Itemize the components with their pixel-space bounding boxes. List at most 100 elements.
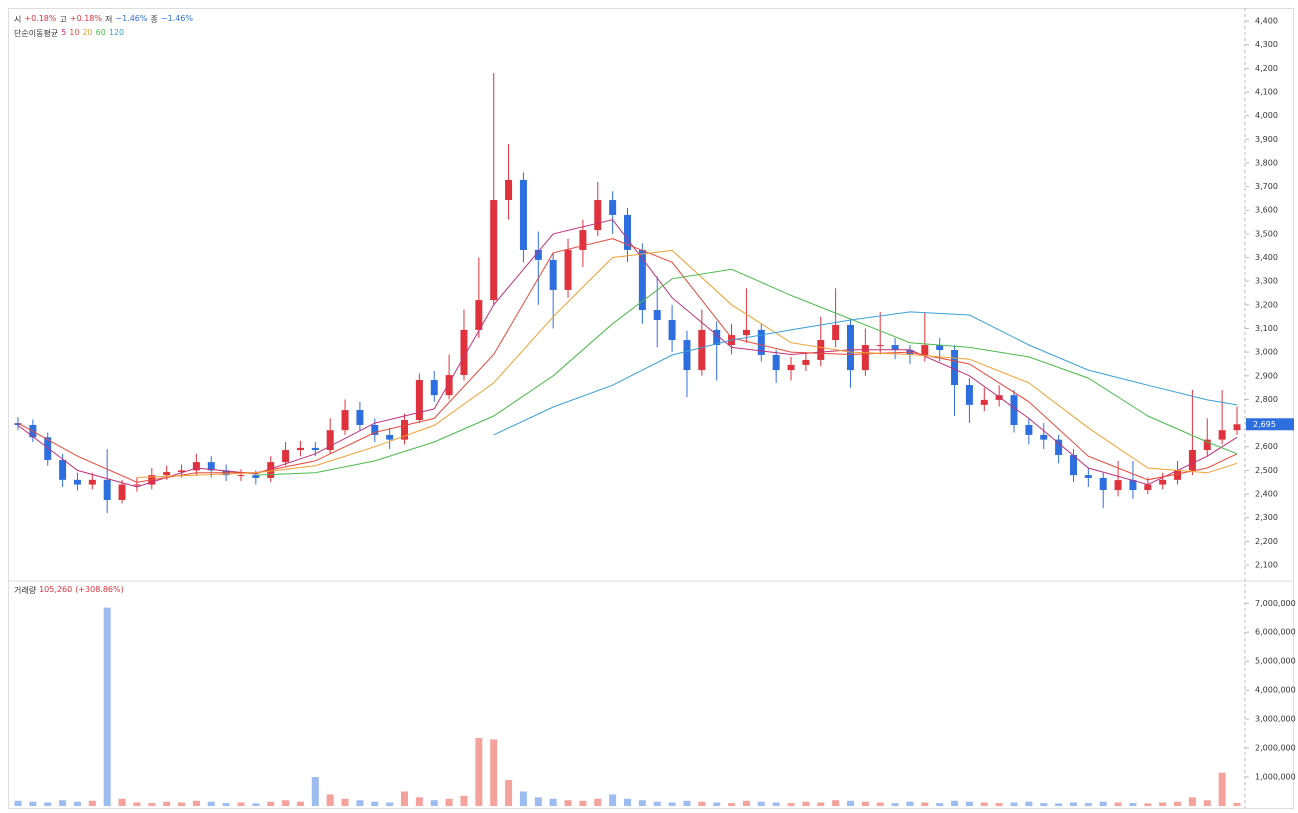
candle-body (386, 434, 394, 440)
volume-bar (1084, 803, 1092, 806)
volume-bar (415, 797, 423, 806)
candle-body (802, 359, 810, 365)
y-tick-label: 3,900 (1255, 135, 1278, 144)
volume-bar (624, 798, 631, 806)
candle-body (311, 447, 319, 451)
y-tick-label: 4,400 (1255, 17, 1278, 26)
candle-body (1055, 439, 1063, 456)
candle-body (846, 324, 854, 371)
ma-line (17, 219, 1238, 488)
candle-body (1069, 455, 1077, 476)
volume-bar (683, 800, 691, 806)
legend-entry: 10 (69, 28, 80, 37)
candle-body (118, 484, 126, 500)
y-tick-label: 3,500 (1255, 229, 1278, 238)
candle-body (742, 329, 750, 336)
volume-bar (1099, 801, 1107, 806)
y-tick-label: 2,900 (1255, 371, 1278, 380)
info-label: 시 (14, 15, 22, 24)
volume-bar (207, 801, 215, 806)
candle-body (178, 470, 186, 473)
volume-bar (88, 800, 96, 806)
candle-body (88, 479, 96, 485)
candle-body (445, 375, 453, 396)
legend-entry: 120 (108, 28, 125, 37)
volume-bar (475, 737, 483, 806)
candle-body (965, 385, 973, 405)
volume-bar (1233, 802, 1241, 806)
volume-bar (445, 798, 453, 806)
y-tick-label: 3,000 (1255, 348, 1278, 357)
candle-body (1203, 439, 1211, 451)
volume-bar (1188, 797, 1196, 806)
candle-body (371, 424, 379, 435)
volume-bar (1025, 801, 1033, 806)
volume-bar (876, 802, 884, 806)
volume-tick-label: 3,000,000 (1255, 715, 1296, 724)
legend-entry: 20 (82, 28, 93, 37)
volume-tick-label: 1,000,000 (1255, 773, 1296, 782)
volume-bar (713, 802, 721, 806)
y-tick-label: 3,800 (1255, 158, 1278, 167)
info-label: 종 (150, 15, 158, 24)
candle-body (861, 345, 869, 371)
volume-bar (638, 800, 646, 806)
info-value: +0.18% (69, 14, 102, 23)
volume-bar (460, 795, 468, 806)
volume-change: (+308.86%) (75, 585, 124, 594)
volume-bar (73, 801, 81, 806)
candle-body (638, 249, 646, 311)
ma-legend: 단순이동평균 5 10 20 60 120 (14, 28, 124, 39)
info-value: −1.46% (160, 14, 193, 23)
y-tick-label: 2,800 (1255, 395, 1278, 404)
volume-bar (579, 800, 587, 806)
candle-body (668, 319, 676, 341)
y-tick-label: 4,100 (1255, 87, 1278, 96)
volume-bar (891, 803, 899, 806)
volume-bar (296, 801, 304, 806)
candle-body (1010, 395, 1018, 425)
volume-bar (311, 777, 319, 806)
volume-bar (965, 801, 973, 806)
ma-line (17, 238, 1238, 483)
volume-bar (178, 802, 186, 806)
volume-info: 거래량 105,260 (+308.86%) (14, 585, 124, 596)
volume-bar (371, 801, 379, 806)
volume-bar (1174, 801, 1182, 806)
volume-bar (787, 803, 795, 806)
volume-bar (1159, 802, 1167, 806)
volume-bar (148, 803, 156, 806)
candle-body (698, 329, 706, 371)
y-tick-label: 2,400 (1255, 490, 1278, 499)
candle-body (401, 420, 409, 440)
candle-body (207, 462, 215, 471)
price-tag (1246, 418, 1294, 431)
info-value: −1.46% (115, 14, 148, 23)
candle-body (876, 345, 884, 347)
candle-body (59, 459, 67, 480)
candle-body (787, 364, 795, 371)
y-tick-label: 2,300 (1255, 513, 1278, 522)
volume-bar (490, 739, 498, 806)
info-label: 저 (105, 15, 113, 24)
candle-body (713, 329, 721, 346)
candle-body (683, 340, 691, 371)
candle-body (519, 179, 527, 250)
volume-bar (772, 802, 780, 806)
volume-bar (267, 801, 275, 806)
candle-body (192, 462, 200, 471)
candle-body (980, 399, 988, 405)
volume-bar (430, 800, 438, 806)
y-tick-label: 2,200 (1255, 537, 1278, 546)
candle-body (936, 345, 944, 350)
volume-bar (742, 800, 750, 806)
ohlc-info: 시 +0.18% 고 +0.18% 저 −1.46% 종 −1.46% (14, 14, 193, 25)
candle-body (891, 345, 899, 350)
volume-bar (653, 801, 661, 806)
candle-body (757, 329, 765, 355)
volume-bar (282, 800, 290, 806)
volume-bar (980, 802, 988, 806)
candle-body (163, 472, 171, 476)
volume-bar (757, 801, 765, 806)
legend-entry: 60 (95, 28, 106, 37)
